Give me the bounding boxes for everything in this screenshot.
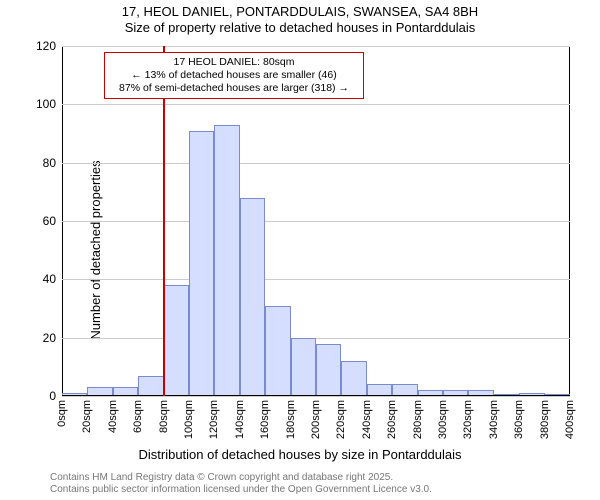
plot-area: 0204060801001200sqm20sqm40sqm60sqm80sqm1…: [62, 46, 570, 396]
chart-title: 17, HEOL DANIEL, PONTARDDULAIS, SWANSEA,…: [0, 4, 600, 37]
grid-line: [62, 163, 570, 164]
grid-line: [62, 338, 570, 339]
y-tick-label: 40: [43, 272, 56, 286]
footer-line1: Contains HM Land Registry data © Crown c…: [50, 472, 590, 484]
histogram-bar: [240, 198, 265, 396]
annotation-box: 17 HEOL DANIEL: 80sqm← 13% of detached h…: [104, 52, 364, 99]
y-tick-label: 60: [43, 214, 56, 228]
x-tick-label: 160sqm: [259, 400, 271, 439]
x-tick-label: 140sqm: [234, 400, 246, 439]
x-tick-label: 240sqm: [361, 400, 373, 439]
y-tick-label: 20: [43, 331, 56, 345]
x-tick-label: 200sqm: [310, 400, 322, 439]
footer-line2: Contains public sector information licen…: [50, 484, 590, 496]
title-subtitle: Size of property relative to detached ho…: [0, 20, 600, 36]
annotation-line2: ← 13% of detached houses are smaller (46…: [111, 69, 357, 82]
x-tick-label: 60sqm: [132, 400, 144, 433]
annotation-line3: 87% of semi-detached houses are larger (…: [111, 82, 357, 95]
grid-line: [62, 46, 570, 47]
grid-line: [62, 104, 570, 105]
histogram-bar: [164, 285, 189, 396]
x-tick-label: 180sqm: [285, 400, 297, 439]
chart-footer: Contains HM Land Registry data © Crown c…: [50, 472, 590, 496]
y-tick-label: 120: [36, 39, 56, 53]
x-tick-label: 40sqm: [107, 400, 119, 433]
property-size-histogram: 17, HEOL DANIEL, PONTARDDULAIS, SWANSEA,…: [0, 0, 600, 500]
grid-line: [62, 396, 570, 397]
y-tick-label: 80: [43, 156, 56, 170]
histogram-bar: [189, 131, 214, 396]
histogram-bar: [316, 344, 341, 397]
histogram-bar: [214, 125, 239, 396]
title-address: 17, HEOL DANIEL, PONTARDDULAIS, SWANSEA,…: [0, 4, 600, 20]
histogram-bar: [341, 361, 366, 396]
x-tick-label: 280sqm: [412, 400, 424, 439]
x-tick-label: 120sqm: [208, 400, 220, 439]
x-tick-label: 260sqm: [386, 400, 398, 439]
grid-line: [62, 221, 570, 222]
x-tick-label: 80sqm: [158, 400, 170, 433]
x-axis-line: [62, 395, 570, 396]
x-tick-label: 100sqm: [183, 400, 195, 439]
histogram-bar: [265, 306, 290, 396]
x-axis-label: Distribution of detached houses by size …: [0, 447, 600, 462]
x-tick-label: 300sqm: [437, 400, 449, 439]
x-tick-label: 340sqm: [488, 400, 500, 439]
x-tick-label: 400sqm: [564, 400, 576, 439]
x-tick-label: 320sqm: [462, 400, 474, 439]
x-tick-label: 380sqm: [539, 400, 551, 439]
grid-line: [62, 279, 570, 280]
histogram-bar: [138, 376, 163, 396]
x-tick-label: 220sqm: [335, 400, 347, 439]
annotation-line1: 17 HEOL DANIEL: 80sqm: [111, 56, 357, 69]
x-tick-label: 360sqm: [513, 400, 525, 439]
y-tick-label: 100: [36, 97, 56, 111]
y-tick-label: 0: [49, 389, 56, 403]
x-tick-label: 0sqm: [56, 400, 68, 427]
x-tick-label: 20sqm: [81, 400, 93, 433]
histogram-bar: [291, 338, 316, 396]
